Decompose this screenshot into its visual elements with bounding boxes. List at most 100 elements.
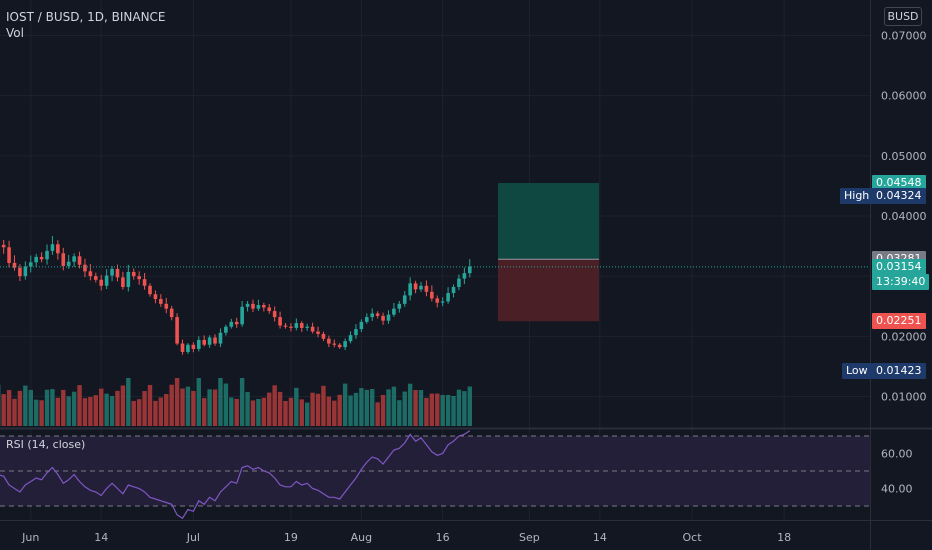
volume-bar [174,378,180,426]
volume-bar [277,391,283,426]
rsi-tick-label: 60.00 [881,448,913,461]
candle-body [196,339,201,349]
candle-body [142,279,147,286]
stop-price-label: 0.02251 [872,313,926,330]
last-price-label: 0.03154 [872,258,926,275]
volume-bar [33,399,39,426]
currency-selector[interactable]: BUSD [884,7,922,26]
volume-bar [196,378,201,426]
volume-bar [294,387,299,426]
volume-bar [131,400,136,426]
candle-body [34,256,38,263]
candle-body [169,308,174,318]
volume-bar [88,396,93,426]
candle-body [370,313,375,318]
price-tick-label: 0.02000 [881,330,927,343]
time-tick-label: 18 [777,531,791,544]
rsi-pane [0,430,870,520]
volume-bar [164,394,169,426]
volume-bar [99,388,104,426]
volume-bar [261,397,267,426]
candle-body [289,326,293,328]
volume-bar [364,389,369,426]
candle-body [202,339,206,345]
low-tag: Low [842,363,872,380]
volume-bar [1,394,6,426]
candle-body [343,341,347,348]
volume-bar [418,390,424,426]
price-tick-label: 0.05000 [881,150,927,163]
volume-bar [212,389,218,426]
volume-bar [180,388,185,426]
candle-body [148,285,152,295]
price-tick-label: 0.06000 [881,90,927,103]
volume-bar [348,395,353,426]
volume-bar [169,384,174,426]
candle-body [251,303,255,309]
candle-body [39,256,44,260]
volume-bar [380,394,386,426]
volume-bar [370,388,375,426]
volume-bar [310,392,315,426]
volume-bar [23,385,28,426]
candle-body [408,283,412,296]
volume-bar [267,392,272,426]
volume-bar [332,400,337,426]
volume-bar [44,389,50,426]
candle-body [66,261,71,266]
volume-bar [342,383,348,426]
time-tick-label: Jun [21,531,39,544]
volume-bar [28,389,33,426]
volume-bar [375,402,380,426]
profit-zone [498,183,599,260]
volume-legend[interactable]: Vol [6,26,24,40]
bar-countdown: 13:39:40 [872,273,930,290]
candle-body [392,308,396,315]
candle-body [18,267,22,277]
candle-body [153,294,158,300]
candle-body [1,244,6,248]
volume-bar [250,400,256,426]
time-tick-label: 16 [436,531,450,544]
candle-body [446,293,450,302]
candle-body [337,344,342,348]
candle-body [365,317,369,322]
time-tick-label: Sep [519,531,540,544]
volume-bar [12,398,17,426]
volume-bar [272,385,277,426]
candle-body [440,301,445,303]
volume-bar [407,383,413,426]
volume-bar [158,397,164,426]
volume-bar [321,385,326,426]
candle-body [419,285,423,290]
symbol-title[interactable]: IOST / BUSD, 1D, BINANCE [6,10,166,24]
volume-bar [185,386,191,426]
candle-body [83,264,87,272]
time-tick-label: Oct [682,531,702,544]
volume-bar [191,390,196,426]
position-zones [498,183,599,322]
rsi-legend[interactable]: RSI (14, close) [6,438,86,451]
volume-bar [223,383,229,426]
candle-body [386,314,391,321]
price-tick-label: 0.04000 [881,210,927,223]
candle-body [272,311,277,318]
candle-body [375,313,380,316]
candle-body [7,247,11,263]
candle-body [213,337,217,344]
target-price-label: 0.04548 [872,175,926,192]
candle-body [294,323,299,328]
candle-body [218,332,223,344]
high-price-label: 0.04324 [872,188,926,205]
high-tag: High [840,188,874,205]
candle-body [310,326,315,332]
candle-body [256,305,261,309]
time-tick-label: 19 [284,531,298,544]
candle-body [354,329,358,336]
volume-bar [82,398,88,426]
volume-bar [413,390,418,426]
candle-body [299,323,304,328]
volume-bar [147,384,153,426]
